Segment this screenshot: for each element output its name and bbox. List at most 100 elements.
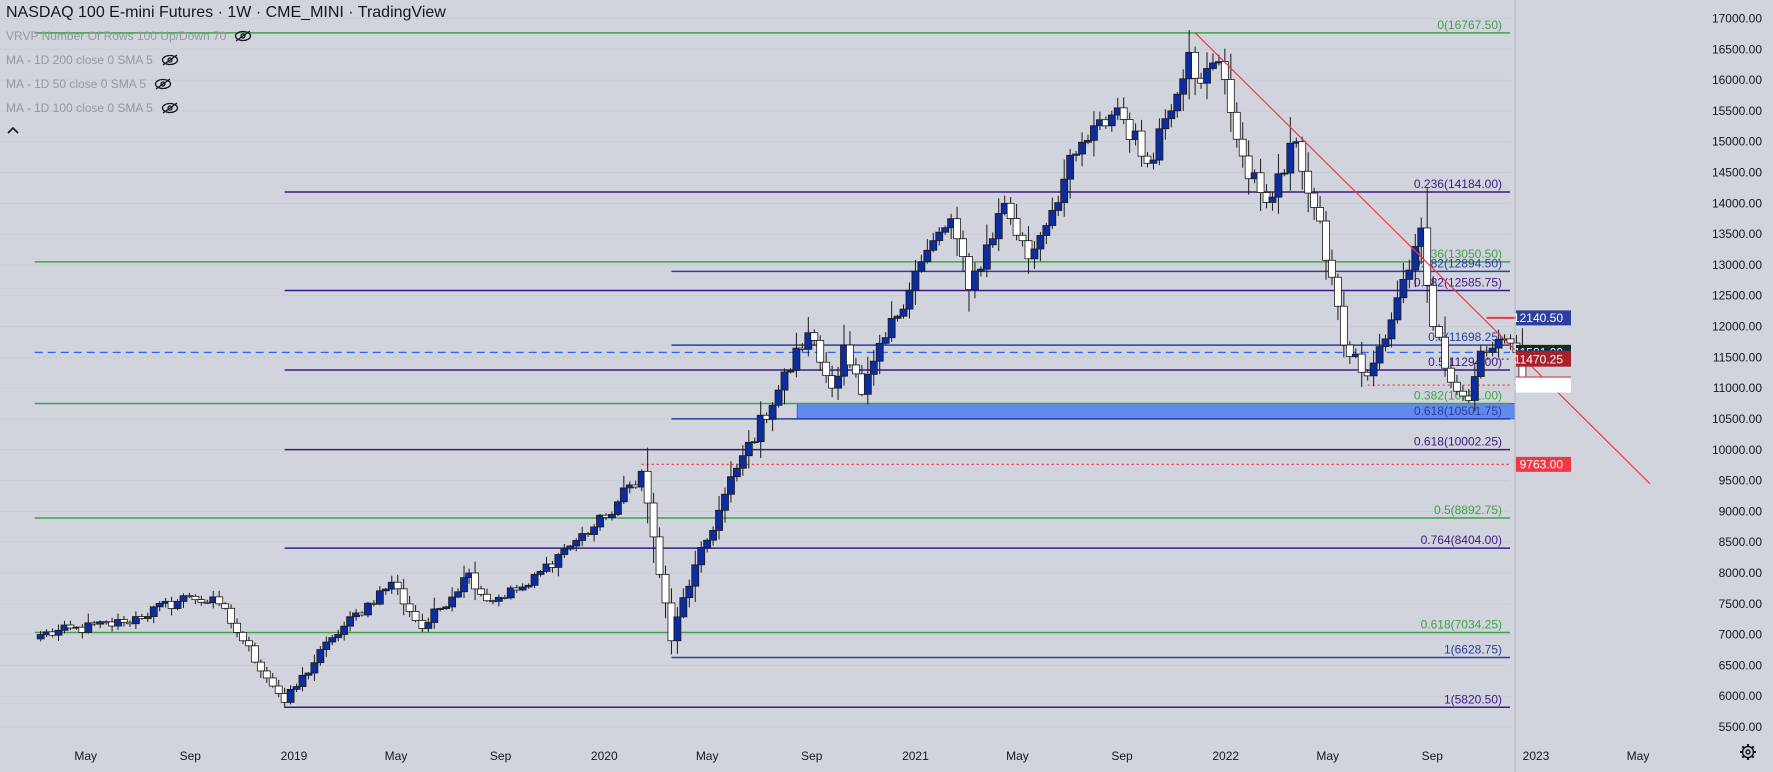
fib-label: 1(6628.75) bbox=[1444, 642, 1502, 656]
candle-body bbox=[298, 674, 307, 687]
x-tick-label: Sep bbox=[180, 749, 202, 763]
candle-body bbox=[691, 564, 700, 587]
eye-crossed-icon[interactable] bbox=[234, 30, 252, 42]
candle-body bbox=[566, 545, 575, 550]
candle-body bbox=[197, 599, 206, 603]
settings-gear-icon[interactable] bbox=[1740, 744, 1756, 760]
candle-body bbox=[1393, 297, 1402, 321]
candle-body bbox=[721, 493, 729, 511]
candle-body bbox=[1256, 172, 1265, 193]
indicator-vrvp[interactable]: VRVP Number Of Rows 100 Up/Down 70 bbox=[6, 24, 446, 48]
candle-body bbox=[1072, 153, 1080, 156]
indicator-ma-200[interactable]: MA - 1D 200 close 0 SMA 5 bbox=[6, 48, 446, 72]
price-tag-bg bbox=[1516, 351, 1571, 367]
candle-body bbox=[1381, 338, 1390, 348]
eye-crossed-icon[interactable] bbox=[161, 102, 179, 114]
candle-body bbox=[709, 530, 718, 541]
candles bbox=[36, 29, 1527, 708]
candle-body bbox=[430, 608, 439, 623]
price-tag-bg bbox=[1516, 456, 1571, 472]
candle-body bbox=[268, 677, 277, 687]
candle-body bbox=[221, 603, 230, 609]
y-tick-label: 11500.00 bbox=[1713, 350, 1762, 364]
candle-body bbox=[173, 601, 182, 609]
eye-crossed-icon[interactable] bbox=[161, 54, 179, 66]
downtrend-line[interactable] bbox=[1194, 32, 1651, 485]
candle-body bbox=[1203, 68, 1211, 84]
candle-body bbox=[1357, 353, 1366, 373]
candle-body bbox=[274, 685, 283, 694]
candle-body bbox=[191, 595, 200, 601]
candle-body bbox=[578, 533, 587, 541]
candle-body bbox=[304, 672, 313, 676]
candle-body bbox=[120, 619, 128, 623]
support-zone bbox=[796, 402, 1516, 420]
candle-body bbox=[256, 661, 265, 672]
candle-body bbox=[1334, 276, 1342, 307]
fib-label: 0.236(14184.00) bbox=[1414, 177, 1502, 191]
fib-label: 0.236(13050.50) bbox=[1414, 247, 1502, 261]
price-axis[interactable]: 17000.00 16500.00 16000.00 15500.00 15000.00… bbox=[1514, 0, 1763, 772]
horizontal-lines bbox=[34, 351, 1510, 466]
candle-body bbox=[1060, 178, 1069, 204]
candle-body bbox=[988, 238, 997, 246]
support-zone-rect bbox=[796, 402, 1516, 420]
x-tick-label: Sep bbox=[1111, 749, 1133, 763]
x-tick-label: May bbox=[1627, 749, 1650, 763]
candle-body bbox=[661, 573, 670, 604]
candle-body bbox=[1322, 220, 1330, 261]
candle-body bbox=[959, 238, 967, 257]
candle-body bbox=[810, 332, 819, 341]
candle-body bbox=[846, 344, 854, 366]
y-tick-label: 12500.00 bbox=[1712, 289, 1762, 303]
eye-crossed-icon[interactable] bbox=[154, 78, 172, 90]
candle-body bbox=[941, 227, 950, 233]
candle-body bbox=[1030, 248, 1039, 260]
price-tag-bg bbox=[1516, 377, 1571, 393]
candle-body bbox=[1226, 79, 1235, 113]
x-tick-label: Sep bbox=[1422, 749, 1444, 763]
fib-label: 1(5820.50) bbox=[1444, 692, 1502, 706]
indicator-ma-50[interactable]: MA - 1D 50 close 0 SMA 5 bbox=[6, 72, 446, 96]
candle-body bbox=[1375, 346, 1384, 364]
y-tick-label: 9500.00 bbox=[1719, 474, 1763, 488]
y-tick-label: 13500.00 bbox=[1712, 227, 1762, 241]
candle-body bbox=[494, 596, 503, 602]
price-tag-label: 12140.50 bbox=[1513, 311, 1563, 325]
y-tick-label: 15000.00 bbox=[1712, 135, 1762, 149]
candle-body bbox=[262, 670, 271, 679]
candle-body bbox=[411, 611, 420, 621]
candle-body bbox=[143, 616, 152, 619]
time-axis[interactable]: May Sep 2019 May Sep 2020 May Sep 2021 May Sep 2022… bbox=[74, 749, 1649, 763]
candle-body bbox=[1274, 173, 1283, 198]
candle-body bbox=[245, 640, 253, 647]
fib-label: 0.618(10501.75) bbox=[1414, 404, 1502, 418]
candle-body bbox=[804, 332, 813, 350]
indicator-ma-100[interactable]: MA - 1D 100 close 0 SMA 5 bbox=[6, 96, 446, 120]
candle-body bbox=[750, 441, 759, 444]
candle-body bbox=[536, 571, 545, 575]
candle-body bbox=[1298, 141, 1307, 172]
candle-body bbox=[738, 455, 747, 469]
candle-body bbox=[994, 213, 1003, 240]
candle-body bbox=[322, 641, 331, 650]
candle-body bbox=[1494, 339, 1503, 349]
candle-body bbox=[869, 360, 878, 375]
candle-body bbox=[1036, 235, 1045, 250]
x-tick-label: May bbox=[696, 749, 719, 763]
candle-body bbox=[346, 616, 355, 627]
candle-body bbox=[1084, 139, 1092, 143]
candle-body bbox=[1286, 142, 1295, 174]
indicator-label: MA - 1D 50 close 0 SMA 5 bbox=[6, 77, 147, 91]
candle-body bbox=[239, 631, 247, 642]
candle-body bbox=[1048, 210, 1057, 226]
candle-body bbox=[715, 509, 723, 531]
candle-body bbox=[292, 686, 301, 690]
candle-body bbox=[1191, 51, 1200, 79]
candle-body bbox=[131, 616, 140, 625]
candle-body bbox=[774, 389, 783, 406]
candle-body bbox=[524, 584, 533, 588]
chevron-up-icon[interactable] bbox=[6, 120, 30, 140]
